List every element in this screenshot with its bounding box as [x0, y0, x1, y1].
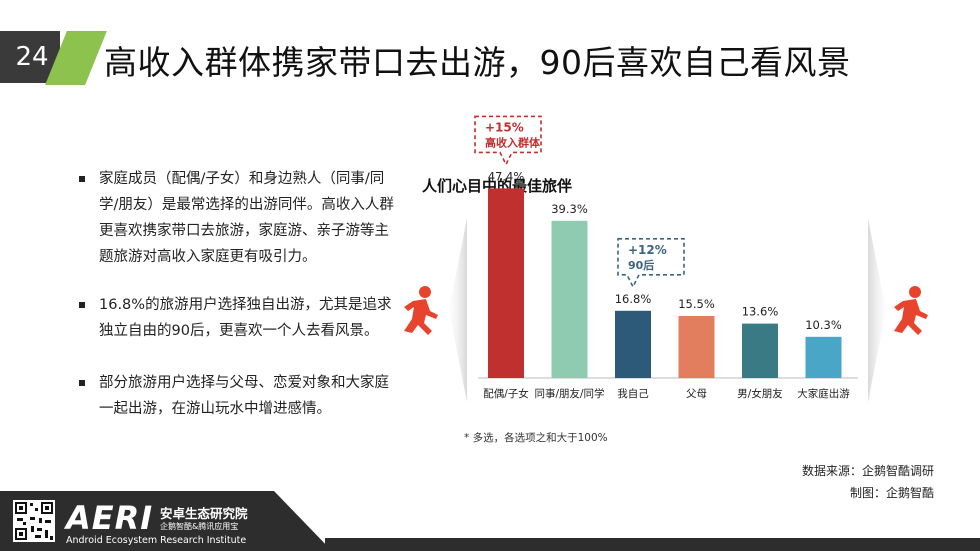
value-label: 15.5% — [678, 297, 715, 311]
callout-value: +12% — [628, 243, 667, 257]
category-label: 父母 — [686, 388, 707, 400]
bullet-marker — [79, 176, 85, 182]
page-number: 24 — [15, 42, 49, 72]
category-label: 同事/朋友/同学 — [534, 387, 604, 400]
bullet-marker — [79, 380, 85, 386]
callout-annotation: +12%90后 — [617, 238, 685, 289]
page-title: 高收入群体携家带口去出游，90后喜欢自己看风景 — [104, 43, 851, 82]
bar-2 — [615, 310, 651, 378]
callout-label: 高收入群体 — [485, 135, 541, 149]
bullet-marker — [79, 302, 85, 308]
org-sub-cn: 企鹅智酷&腾讯应用宝 — [160, 522, 239, 531]
value-label: 47.4% — [488, 169, 525, 183]
bullet-text: 部分旅游用户选择与父母、恋爱对象和大家庭一起出游，在游山玩水中增进感情。 — [99, 375, 389, 417]
category-label: 配偶/子女 — [483, 387, 529, 400]
footer-bar — [325, 538, 980, 551]
qr-code-icon — [13, 500, 55, 542]
runner-icon — [894, 286, 928, 335]
bar-1 — [551, 220, 588, 378]
bullet-text: 家庭成员（配偶/子女）和身边熟人（同事/同学/朋友）是最常选择的出游同伴。高收入… — [99, 171, 394, 265]
value-label: 39.3% — [551, 202, 588, 216]
callout-value: +15% — [485, 120, 524, 134]
callout-box — [617, 238, 685, 289]
category-label: 我自己 — [617, 387, 649, 400]
bar-3 — [678, 316, 715, 378]
annotations-group: +15%高收入群体 +12%90后 — [474, 115, 685, 289]
page-number-box: 24 — [0, 31, 60, 83]
callout-box — [474, 115, 542, 167]
bullet-text: 16.8%的旅游用户选择独自出游，尤其是追求独立自由的90后，更喜欢一个人去看风… — [99, 297, 392, 339]
category-label: 男/女朋友 — [737, 387, 783, 400]
bar-5 — [805, 336, 842, 378]
callout-label: 90后 — [628, 258, 654, 272]
bullet-item: 家庭成员（配偶/子女）和身边熟人（同事/同学/朋友）是最常选择的出游同伴。高收入… — [79, 166, 399, 270]
value-labels-group: 47.4% 39.3% 16.8% 15.5% 13.6% 10.3% — [488, 169, 842, 331]
bar-4 — [742, 323, 778, 378]
footer-logo-panel — [0, 491, 332, 551]
runner-icon — [404, 286, 438, 335]
org-name-cn: 安卓生态研究院 — [160, 506, 248, 521]
bar-0 — [488, 188, 524, 378]
bullet-item: 16.8%的旅游用户选择独自出游，尤其是追求独立自由的90后，更喜欢一个人去看风… — [79, 292, 399, 344]
value-label: 16.8% — [615, 292, 652, 306]
bullet-item: 部分旅游用户选择与父母、恋爱对象和大家庭一起出游，在游山玩水中增进感情。 — [79, 370, 399, 422]
chart-footnote: * 多选，各选项之和大于100% — [464, 432, 608, 444]
value-label: 10.3% — [805, 318, 842, 332]
category-label: 大家庭出游 — [797, 387, 850, 400]
value-label: 13.6% — [742, 305, 779, 319]
chart-credit: 制图：企鹅智酷 — [849, 486, 934, 500]
right-chevron-panel — [868, 218, 886, 402]
chart-title: 人们心目中的最佳旅伴 — [422, 177, 573, 195]
bars-group — [488, 188, 842, 378]
data-source: 数据来源：企鹅智酷调研 — [801, 464, 934, 478]
org-name-en: Android Ecosystem Research Institute — [66, 535, 247, 546]
aeri-logo: AERI — [66, 499, 154, 537]
left-chevron-panel — [449, 218, 467, 402]
category-labels-group: 配偶/子女 同事/朋友/同学 我自己 父母 男/女朋友 大家庭出游 — [483, 387, 850, 400]
callout-annotation: +15%高收入群体 — [474, 115, 542, 167]
